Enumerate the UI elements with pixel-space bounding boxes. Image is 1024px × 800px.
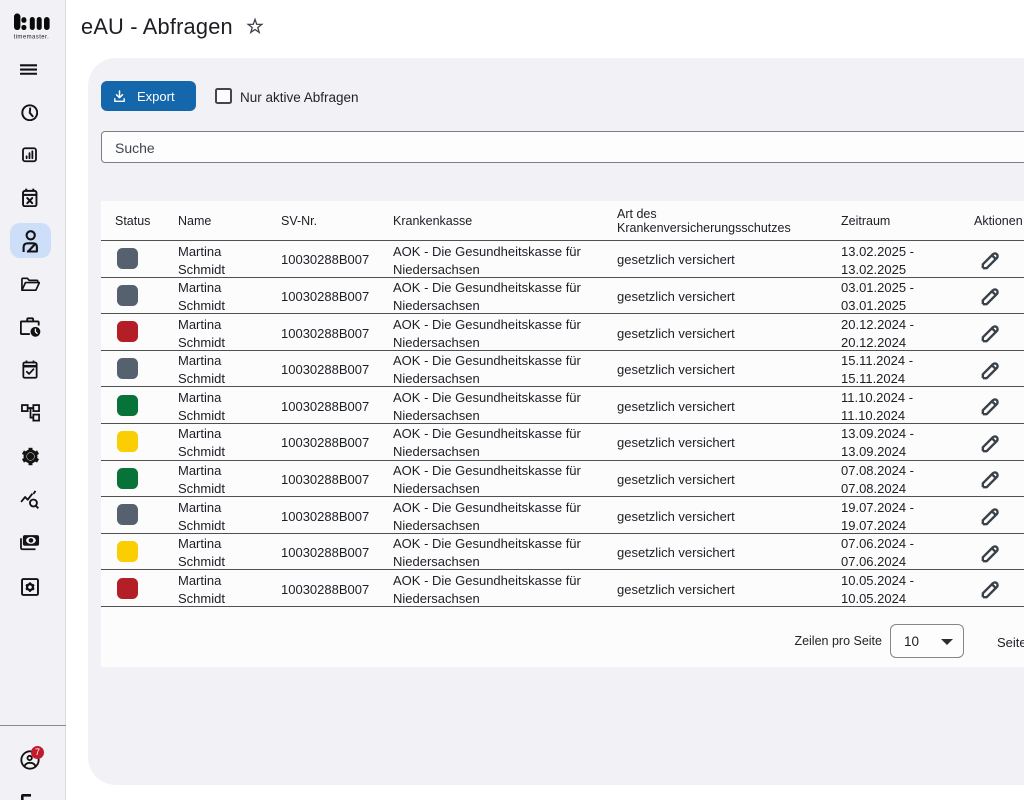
svg-text:timemaster.: timemaster. xyxy=(14,34,50,40)
